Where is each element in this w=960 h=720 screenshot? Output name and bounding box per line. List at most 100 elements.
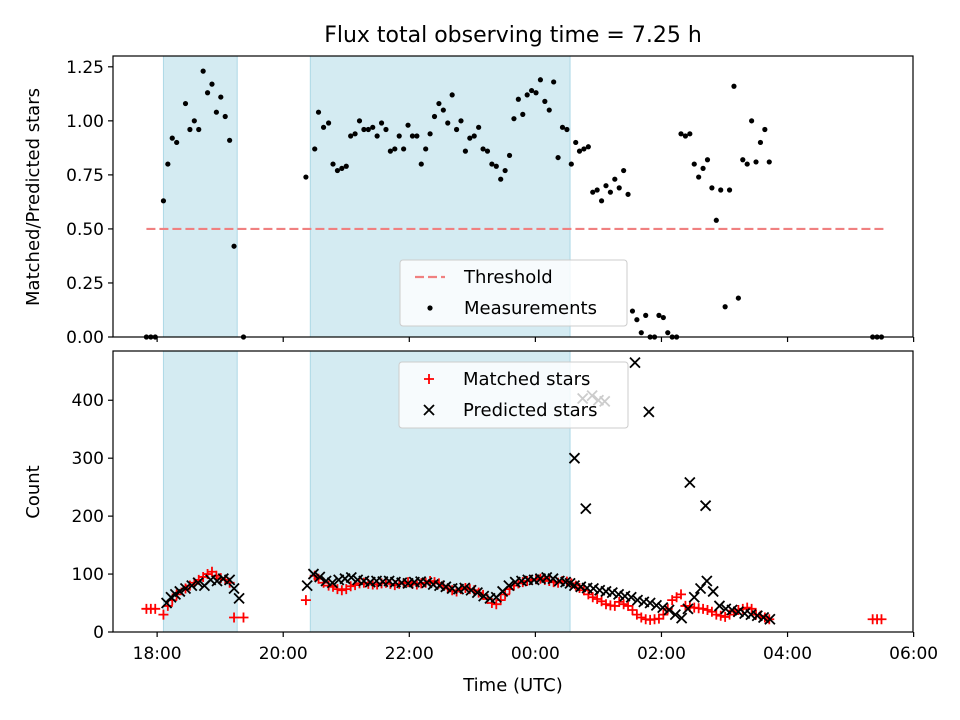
predicted-stars-point — [757, 611, 770, 624]
y-tick-label: 200 — [72, 507, 104, 527]
measurement-point — [320, 124, 327, 130]
y-tick-label: 400 — [72, 391, 104, 411]
measurement-point — [603, 183, 609, 189]
legend-box — [399, 259, 628, 327]
measurement-point — [520, 111, 526, 117]
predicted-stars-point — [478, 590, 490, 602]
legend-label: Predicted stars — [463, 400, 597, 421]
measurement-point — [330, 161, 336, 167]
predicted-stars-point — [160, 597, 173, 609]
measurement-point — [564, 126, 570, 133]
predicted-stars-point — [192, 577, 204, 589]
matched-stars-point — [618, 599, 629, 610]
matched-stars-point — [150, 603, 161, 614]
measurement-point — [467, 135, 473, 141]
measurement-point — [515, 96, 521, 102]
measurement-point — [401, 146, 407, 152]
legend-predicted-symbol — [423, 404, 435, 416]
axes-frame — [112, 55, 914, 338]
axes-frame — [112, 350, 914, 633]
predicted-stars-point — [751, 610, 763, 622]
measurement-point — [169, 135, 175, 141]
predicted-stars-point — [732, 606, 745, 618]
predicted-stars-point — [657, 602, 669, 614]
measurement-point — [555, 154, 561, 161]
measurement-point — [480, 146, 486, 152]
measurement-point — [462, 148, 469, 154]
measurement-point — [766, 159, 772, 165]
measurement-point — [546, 107, 552, 113]
measurement-point — [757, 139, 764, 146]
predicted-stars-point — [688, 591, 700, 603]
x-tick-label: 04:00 — [763, 644, 812, 664]
measurement-point — [581, 146, 587, 152]
predicted-stars-point — [459, 582, 471, 594]
measurement-point — [339, 165, 345, 171]
measurement-point — [718, 187, 724, 193]
predicted-stars-point — [421, 577, 433, 589]
measurement-point — [326, 120, 332, 126]
predicted-stars-point — [669, 608, 681, 621]
bottom-y-axis-label: Count — [23, 465, 44, 518]
measurement-point — [431, 113, 438, 120]
y-tick-label: 0.50 — [66, 220, 104, 240]
predicted-stars-point — [465, 584, 477, 596]
measurement-point — [511, 116, 517, 122]
measurement-point — [174, 139, 180, 146]
measurement-point — [524, 92, 530, 98]
measurement-point — [471, 133, 477, 139]
matched-stars-point — [720, 611, 731, 622]
legend-matched-symbol — [424, 374, 434, 384]
predicted-stars-point — [186, 580, 198, 592]
matched-stars-point — [698, 603, 709, 614]
predicted-stars-point — [663, 604, 675, 616]
measurement-point — [634, 317, 640, 323]
predicted-stars-point — [707, 585, 719, 598]
predicted-stars-point — [629, 356, 641, 369]
measurement-point — [691, 161, 697, 167]
x-tick-label: 06:00 — [889, 644, 938, 664]
measurement-point — [356, 118, 363, 124]
matched-stars-point — [715, 610, 726, 621]
measurement-point — [498, 176, 504, 182]
predicted-stars-point — [726, 604, 738, 616]
y-tick-label: 100 — [72, 565, 104, 585]
matched-stars-point — [627, 604, 638, 615]
legend-box — [398, 361, 629, 429]
measurement-point — [665, 330, 671, 336]
measurement-point — [713, 217, 719, 223]
measurement-point — [476, 124, 482, 130]
measurement-point — [722, 304, 728, 310]
x-axis-label: Time (UTC) — [462, 675, 563, 696]
measurement-point — [573, 139, 579, 146]
measurement-point — [392, 146, 398, 152]
matched-stars-point — [229, 612, 240, 623]
predicted-stars-point — [631, 594, 644, 606]
measurement-point — [218, 94, 224, 100]
measurement-point — [537, 77, 544, 83]
measurement-point — [638, 330, 644, 336]
measurement-point — [585, 144, 591, 150]
measurement-point — [165, 161, 171, 167]
matched-stars-point — [158, 609, 169, 620]
matched-stars-point — [614, 596, 625, 607]
predicted-stars-point — [644, 597, 656, 609]
measurement-point — [231, 243, 237, 249]
measurement-point — [182, 100, 189, 107]
measurement-point — [616, 185, 622, 191]
measurement-point — [315, 109, 322, 115]
predicted-stars-point — [233, 592, 245, 605]
predicted-stars-point — [580, 502, 592, 515]
measurement-point — [506, 152, 513, 159]
measurement-point — [726, 187, 733, 193]
measurement-point — [629, 308, 636, 314]
y-tick-label: 1.00 — [66, 112, 104, 132]
chart-title: Flux total observing time = 7.25 h — [324, 23, 702, 48]
predicted-stars-point — [223, 574, 236, 586]
measurement-point — [594, 187, 600, 193]
measurement-point — [414, 133, 420, 139]
predicted-stars-point — [301, 580, 313, 592]
measurement-point — [621, 167, 627, 174]
measurement-point — [396, 133, 402, 139]
measurement-point — [378, 120, 385, 126]
